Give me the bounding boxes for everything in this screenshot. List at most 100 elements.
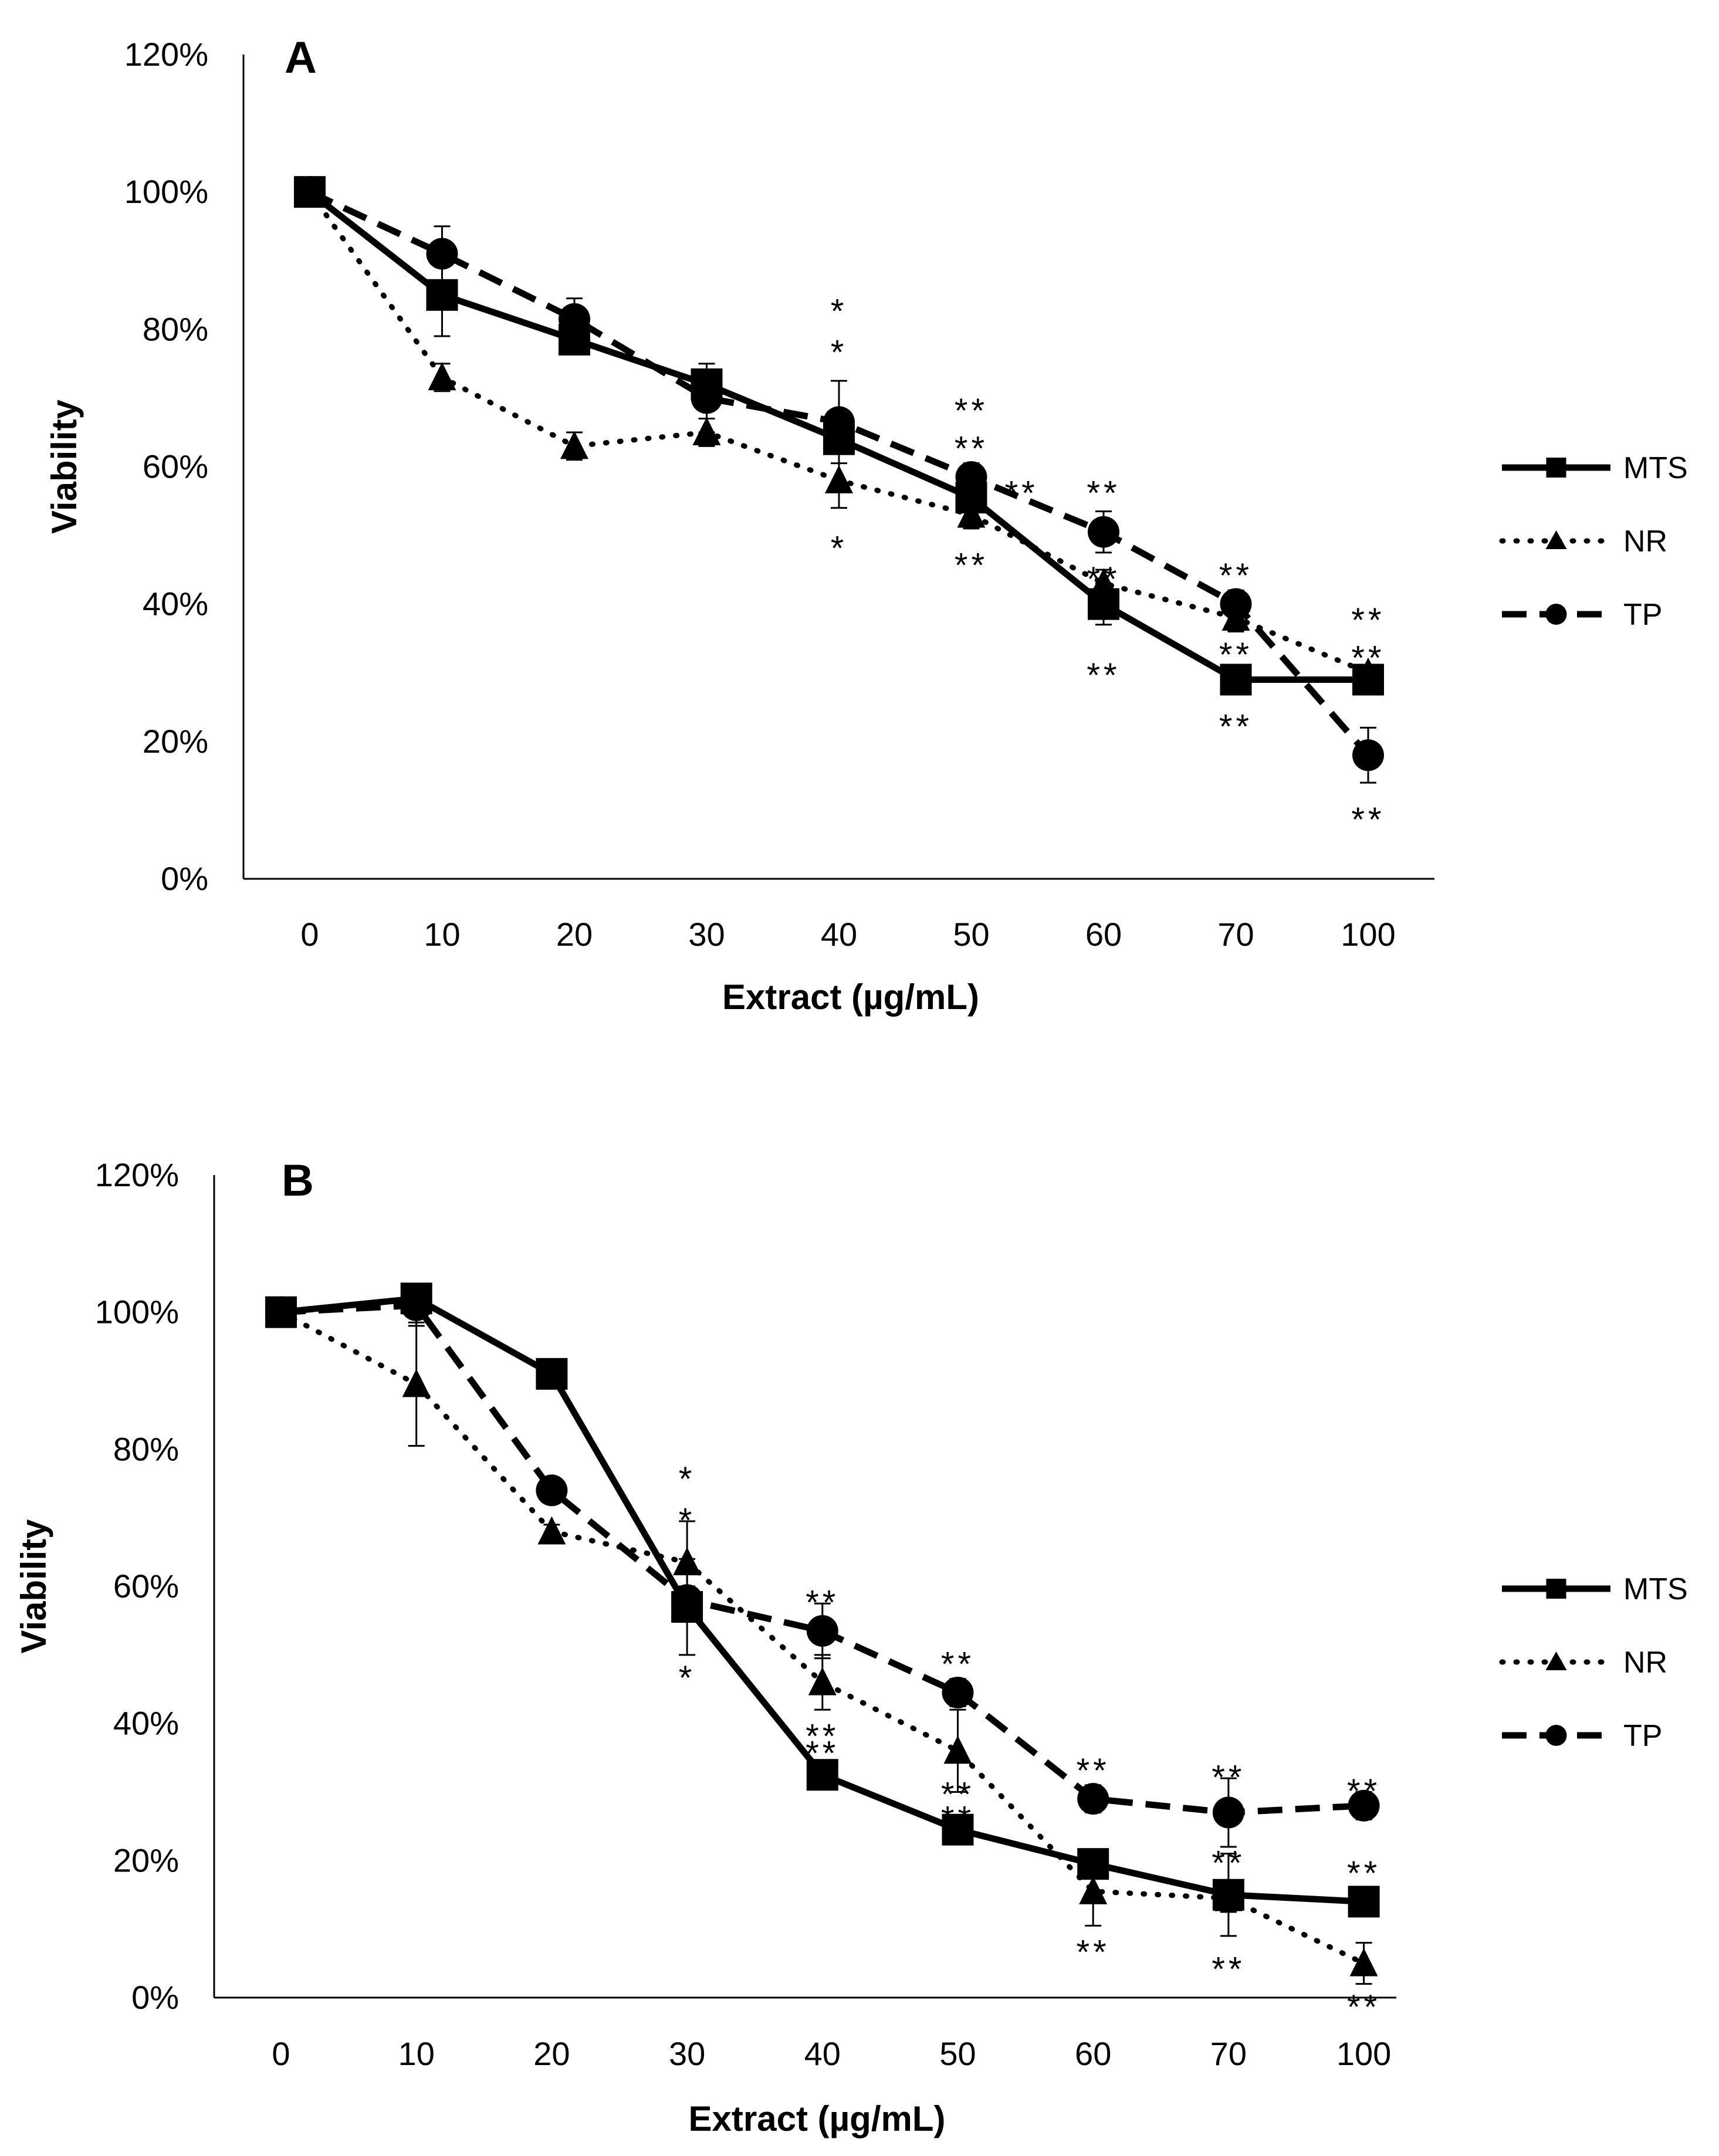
data-point-tp xyxy=(1088,516,1119,548)
significance-marker: ** xyxy=(806,1584,839,1622)
panel-a: 0% 20% 40% 60% 80% 100% 120% 0 10 20 30 40 50 60 70 100… xyxy=(45,33,1688,1017)
data-point-tp xyxy=(1212,1796,1244,1829)
significance-marker: * xyxy=(831,334,848,372)
y-tick-label: 80% xyxy=(113,1430,179,1467)
significance-marker: ** xyxy=(1212,1844,1245,1882)
y-tick-label: 80% xyxy=(143,310,208,347)
y-axis-label: Viability xyxy=(14,1519,53,1654)
significance-marker: * xyxy=(831,529,848,567)
y-tick-label: 100% xyxy=(124,173,208,210)
significance-marker: * xyxy=(679,1460,696,1498)
data-point-tp xyxy=(400,1289,432,1321)
legend-label-mts: MTS xyxy=(1623,451,1688,485)
x-tick-label: 60 xyxy=(1085,916,1122,953)
data-point-nr xyxy=(402,1369,431,1397)
y-tick-label: 100% xyxy=(95,1294,179,1331)
significance-marker: ** xyxy=(941,1776,974,1814)
legend-marker-tp xyxy=(1545,604,1567,625)
data-point-tp xyxy=(426,238,458,270)
y-axis-label: Viability xyxy=(45,399,84,534)
x-tick-label: 40 xyxy=(821,916,857,953)
y-tick-label: 40% xyxy=(113,1705,179,1742)
data-point-mts xyxy=(806,1759,838,1791)
significance-marker: ** xyxy=(941,1646,974,1684)
data-point-nr xyxy=(825,465,853,493)
y-tick-label: 0% xyxy=(161,860,208,897)
x-tick-label: 30 xyxy=(669,2035,705,2072)
legend-marker-mts xyxy=(1546,458,1566,478)
significance-marker: ** xyxy=(806,1717,839,1755)
data-point-tp xyxy=(1220,588,1252,620)
legend-label-tp: TP xyxy=(1623,598,1662,632)
panel-label: B xyxy=(282,1156,314,1206)
y-tick-label: 60% xyxy=(113,1568,179,1605)
significance-marker: * xyxy=(679,1501,696,1539)
significance-marker: ** xyxy=(1087,560,1120,598)
data-point-nr xyxy=(428,362,456,391)
significance-marker: ** xyxy=(1077,1752,1110,1790)
x-tick-label: 100 xyxy=(1336,2035,1391,2072)
x-axis-label: Extract (µg/mL) xyxy=(689,2099,946,2138)
data-point-nr xyxy=(1214,1883,1243,1911)
x-tick-label: 0 xyxy=(272,2035,290,2072)
data-point-tp xyxy=(823,406,855,438)
data-point-tp xyxy=(1348,1789,1380,1822)
data-point-nr xyxy=(943,1735,972,1764)
x-tick-label: 50 xyxy=(953,916,989,953)
data-point-tp xyxy=(806,1615,838,1647)
x-tick-label: 20 xyxy=(556,916,593,953)
data-point-tp xyxy=(559,303,590,335)
significance-marker: ** xyxy=(1347,1988,1380,2026)
significance-marker: ** xyxy=(1347,1772,1380,1810)
x-tick-label: 10 xyxy=(398,2035,435,2072)
significance-marker: ** xyxy=(1351,801,1385,839)
data-point-mts xyxy=(426,279,458,311)
legend-marker-nr xyxy=(1545,1651,1567,1670)
y-tick-label: 20% xyxy=(113,1842,179,1879)
data-point-tp xyxy=(294,176,326,208)
significance-marker: ** xyxy=(955,430,988,468)
significance-marker: * xyxy=(831,292,848,330)
panel-label: A xyxy=(285,33,317,83)
y-tick-label: 120% xyxy=(124,36,208,73)
data-point-mts xyxy=(942,1813,974,1846)
significance-marker: ** xyxy=(1077,1933,1110,1971)
data-point-tp xyxy=(955,461,987,493)
significance-marker: ** xyxy=(1219,708,1253,746)
legend-label-mts: MTS xyxy=(1623,1572,1688,1606)
x-tick-label: 0 xyxy=(300,916,319,953)
y-tick-label: 120% xyxy=(95,1156,179,1193)
significance-marker: ** xyxy=(1219,557,1253,595)
x-tick-label: 10 xyxy=(424,916,460,953)
significance-marker: ** xyxy=(1087,475,1120,513)
legend-marker-nr xyxy=(1545,530,1567,549)
y-tick-label: 40% xyxy=(143,585,208,622)
panel-b: 0% 20% 40% 60% 80% 100% 120% 0 10 20 30 40 50 60 70 100… xyxy=(14,1156,1688,2138)
data-point-nr xyxy=(1354,657,1382,686)
data-point-tp xyxy=(265,1296,297,1328)
significance-marker: ** xyxy=(806,1735,839,1773)
x-tick-label: 70 xyxy=(1217,916,1254,953)
significance-marker: ** xyxy=(955,392,988,430)
significance-marker: ** xyxy=(941,1800,974,1838)
data-point-tp xyxy=(1352,739,1384,771)
x-tick-label: 40 xyxy=(804,2035,841,2072)
significance-marker: ** xyxy=(955,547,988,585)
x-tick-label: 70 xyxy=(1210,2035,1247,2072)
data-point-nr xyxy=(1349,1948,1378,1976)
x-tick-label: 100 xyxy=(1341,916,1395,953)
data-point-nr xyxy=(1079,1876,1108,1904)
significance-marker: ** xyxy=(1212,1758,1245,1796)
legend-marker-tp xyxy=(1545,1725,1567,1746)
significance-marker: ** xyxy=(1087,656,1120,695)
series-line-nr xyxy=(278,1309,1367,1967)
series-nr xyxy=(296,177,1382,686)
data-point-tp xyxy=(691,382,723,414)
significance-marker: * xyxy=(679,1659,696,1697)
y-tick-label: 0% xyxy=(131,1979,179,2016)
significance-marker: ** xyxy=(1351,601,1385,639)
significance-marker: ** xyxy=(1212,1951,1245,1989)
data-point-tp xyxy=(536,1474,568,1507)
